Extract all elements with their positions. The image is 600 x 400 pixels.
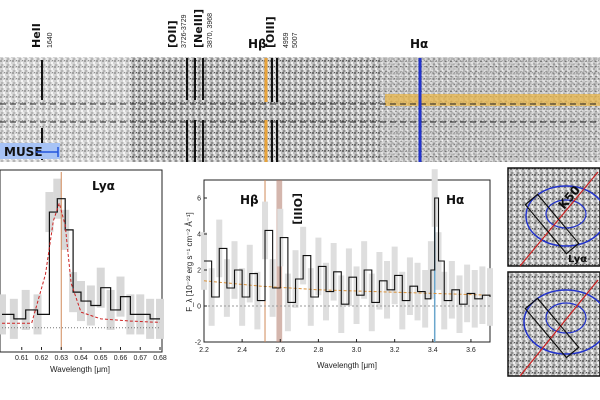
lya-model-series [2, 201, 161, 324]
line-label-heii: HeII [30, 23, 43, 48]
lya-xtick-label: 0.64 [74, 355, 88, 362]
line-label-oiii: [OIII] [264, 16, 277, 48]
mid-xtick-label: 2.8 [314, 347, 324, 354]
cutout-bottom-slit [524, 297, 580, 359]
lya-xtick-label: 0.61 [15, 355, 29, 362]
muse-range-highlight [0, 143, 60, 159]
spectrum-1d-panel: F_λ [10⁻²² erg s⁻¹ cm⁻² Å⁻¹] 2.2 2.4 2.6 2.… [185, 169, 493, 370]
lya-xtick-label: 0.66 [114, 355, 128, 362]
lya-xlabel: Wavelength [μm] [50, 365, 110, 374]
lya-xtick-label: 0.65 [94, 355, 108, 362]
lya-title: Lyα [92, 179, 115, 193]
spectrum-2d-right-noise [380, 57, 600, 162]
cutout-top-contour-outer [525, 185, 600, 247]
line-sub-oii: 3726-3729 [181, 14, 188, 48]
mid-xtick-label: 2.4 [237, 347, 247, 354]
annot-hbeta: Hβ [240, 193, 259, 207]
muse-label: MUSE [4, 145, 43, 159]
cutout-bottom [507, 271, 600, 377]
line-label-halpha: Hα [410, 37, 428, 51]
mid-xtick-label: 3.0 [352, 347, 362, 354]
mid-ytick-label: 0 [197, 304, 201, 311]
lya-xtick-label: 0.68 [153, 355, 167, 362]
line-label-neiii: [NeIII] [192, 9, 205, 48]
spectrum-1d-ylabel: F_λ [10⁻²² erg s⁻¹ cm⁻² Å⁻¹] [185, 212, 194, 312]
mid-ytick-label: 4 [197, 232, 201, 239]
mid-xtick-label: 3.6 [466, 347, 476, 354]
lya-panel: Lyα 0.61 0.62 0.63 0.64 0.65 0.66 0.67 0.68 Wav… [0, 169, 167, 374]
line-sub-neiii: 3870, 3968 [207, 13, 214, 48]
lya-data-series [2, 198, 160, 320]
mid-xtick-label: 3.4 [428, 347, 438, 354]
cutout-top-slit [524, 193, 580, 255]
continuum-series [203, 280, 491, 296]
line-label-oii: [OII] [166, 20, 179, 48]
line-sub-oiii-4959: 4959 [283, 32, 290, 48]
lya-xtick-label: 0.62 [35, 355, 49, 362]
lya-plot-area: 0.61 0.62 0.63 0.64 0.65 0.66 0.67 0.68 [0, 172, 167, 362]
top-panel-labels: HeII 1640 [OII] 3726-3729 [NeIII] 3870, … [30, 9, 428, 51]
cutout-top: K50 Lyα [507, 167, 600, 267]
halpha-continuum-band [385, 94, 600, 106]
mid-xtick-label: 2.2 [199, 347, 209, 354]
cutout-bottom-contour-outer [523, 289, 600, 355]
lya-xtick-label: 0.67 [133, 355, 147, 362]
spectrum-2d-image: MUSE [0, 57, 600, 162]
mid-ytick-label: -2 [195, 340, 201, 347]
mid-xtick-label: 2.6 [275, 347, 285, 354]
cutout-bottom-image [507, 271, 600, 377]
lya-xtick-label: 0.63 [54, 355, 68, 362]
mid-ytick-label: 6 [197, 196, 201, 203]
annot-halpha: Hα [446, 193, 464, 207]
spectrum-1d-xlabel: Wavelength [μm] [317, 361, 377, 370]
cutout-top-image [507, 167, 600, 267]
spectrum-1d-plot-area: 2.2 2.4 2.6 2.8 3.0 3.2 3.4 3.6 -2 0 2 4 6 [195, 169, 493, 354]
mid-xtick-label: 3.2 [390, 347, 400, 354]
annot-oiii: [OIII] [291, 193, 304, 225]
spectrum-data-series [204, 197, 491, 305]
cutout-bottom-slit-axis [519, 279, 599, 377]
cutout-top-lya-label: Lyα [568, 254, 587, 265]
line-sub-oiii-5007: 5007 [292, 32, 299, 48]
mid-ytick-label: 2 [197, 268, 201, 275]
line-label-hbeta: Hβ [248, 37, 267, 51]
line-sub-heii: 1640 [47, 32, 54, 48]
